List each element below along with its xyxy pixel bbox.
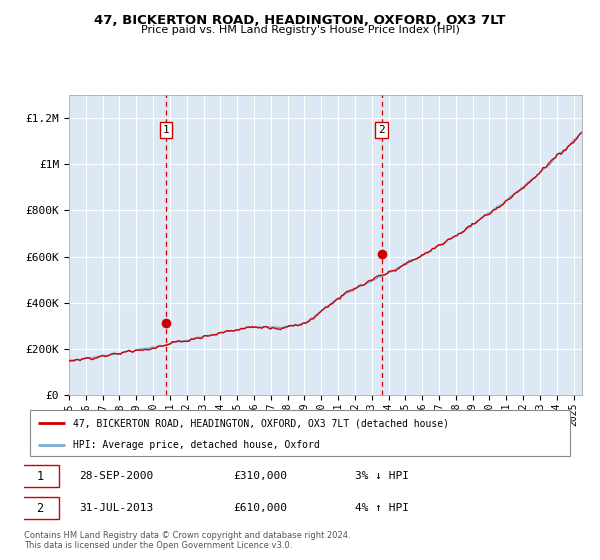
Text: 28-SEP-2000: 28-SEP-2000 [79, 471, 154, 481]
Text: HPI: Average price, detached house, Oxford: HPI: Average price, detached house, Oxfo… [73, 440, 320, 450]
Text: 1: 1 [37, 470, 44, 483]
FancyBboxPatch shape [21, 465, 59, 487]
Text: Price paid vs. HM Land Registry's House Price Index (HPI): Price paid vs. HM Land Registry's House … [140, 25, 460, 35]
Text: £610,000: £610,000 [234, 503, 288, 514]
Text: 2: 2 [378, 125, 385, 135]
Text: 47, BICKERTON ROAD, HEADINGTON, OXFORD, OX3 7LT (detached house): 47, BICKERTON ROAD, HEADINGTON, OXFORD, … [73, 418, 449, 428]
Text: £310,000: £310,000 [234, 471, 288, 481]
FancyBboxPatch shape [21, 497, 59, 519]
Text: 47, BICKERTON ROAD, HEADINGTON, OXFORD, OX3 7LT: 47, BICKERTON ROAD, HEADINGTON, OXFORD, … [94, 14, 506, 27]
Text: 4% ↑ HPI: 4% ↑ HPI [355, 503, 409, 514]
Text: 1: 1 [163, 125, 169, 135]
Text: 3% ↓ HPI: 3% ↓ HPI [355, 471, 409, 481]
Text: 31-JUL-2013: 31-JUL-2013 [79, 503, 154, 514]
Text: Contains HM Land Registry data © Crown copyright and database right 2024.
This d: Contains HM Land Registry data © Crown c… [24, 531, 350, 550]
Text: 2: 2 [37, 502, 44, 515]
